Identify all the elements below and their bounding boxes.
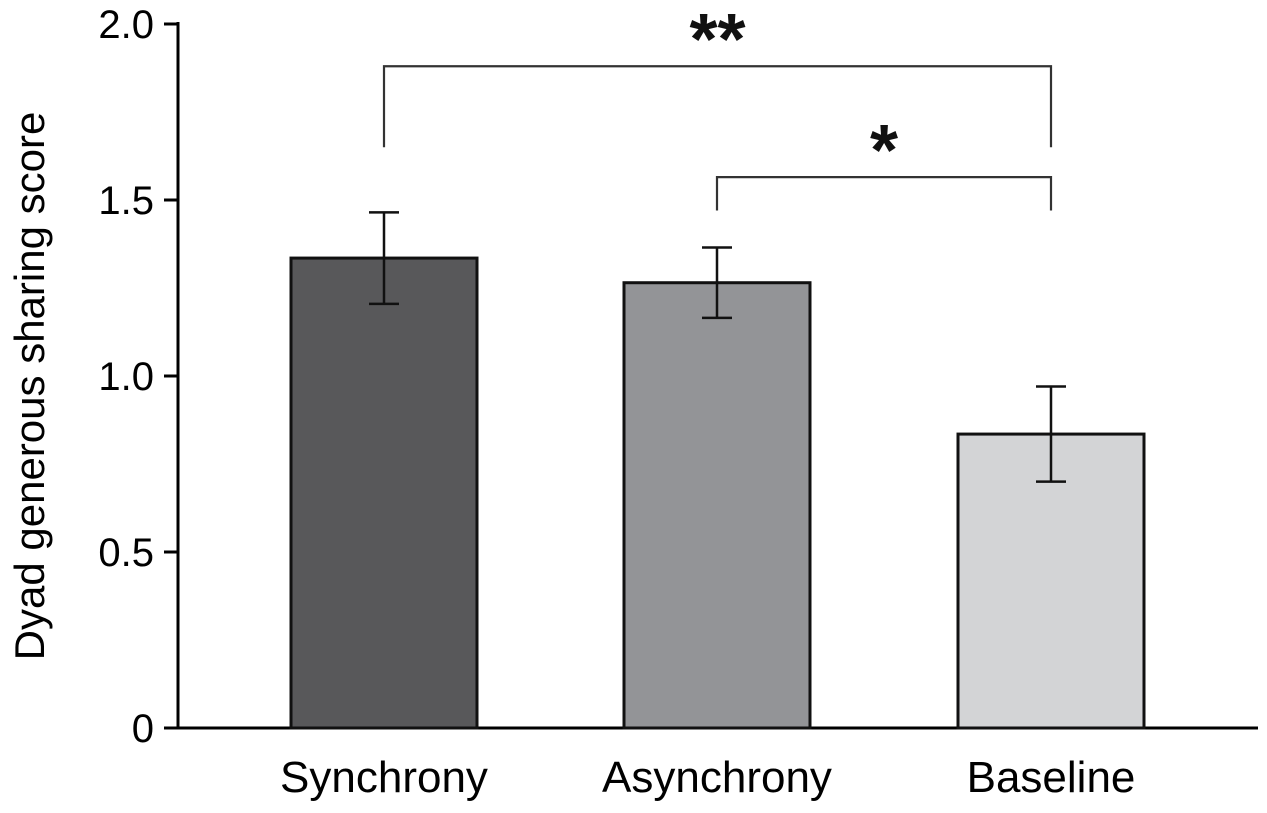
significance-marker: *	[870, 111, 898, 191]
y-tick-label: 0.5	[98, 531, 154, 575]
y-tick-label: 0	[132, 707, 154, 751]
y-axis-label: Dyad generous sharing score	[6, 112, 53, 661]
significance-annotations: ***	[382, 0, 1053, 211]
x-tick-label: Synchrony	[280, 753, 488, 802]
x-tick-label: Asynchrony	[602, 753, 832, 802]
bar-baseline	[956, 432, 1146, 730]
x-tick-label: Baseline	[967, 753, 1136, 802]
y-ticks: 0 0.5 1.0 1.5 2.0	[98, 3, 178, 751]
significance-bracket	[382, 65, 1053, 148]
bar-synchrony	[289, 256, 479, 730]
y-tick-label: 1.5	[98, 179, 154, 223]
category-labels: Synchrony Asynchrony Baseline	[280, 753, 1135, 802]
significance-bracket	[715, 176, 1053, 211]
y-tick-label: 2.0	[98, 3, 154, 47]
y-tick-label: 1.0	[98, 355, 154, 399]
bars	[289, 211, 1146, 730]
bar-asynchrony	[622, 281, 812, 730]
significance-marker: **	[689, 0, 745, 80]
